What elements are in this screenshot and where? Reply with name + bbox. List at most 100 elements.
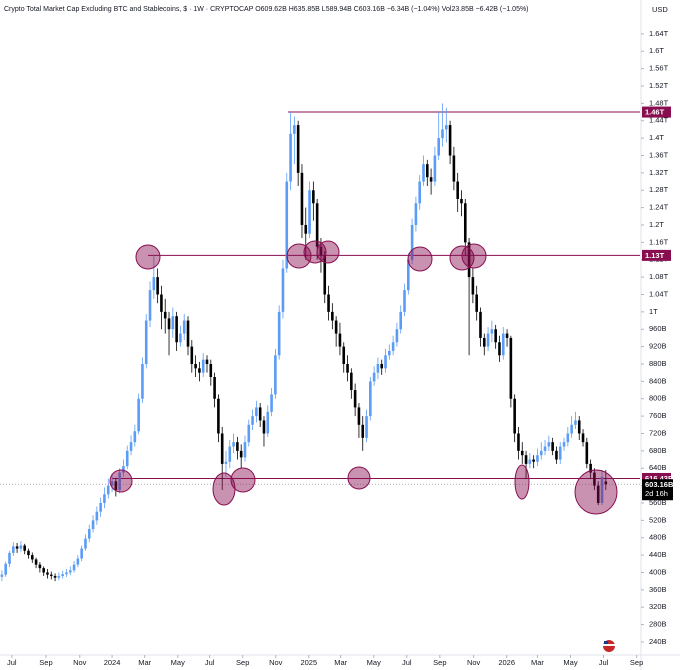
x-tick-label: 2025	[300, 658, 317, 667]
candle-body	[15, 546, 19, 549]
y-tick-label: 1.28T	[649, 185, 669, 194]
volume-change: −6.42B (−1.05%)	[476, 6, 529, 13]
candle-body	[585, 442, 589, 464]
candle-body	[494, 329, 497, 343]
candle-body	[201, 359, 205, 373]
x-tick-label: Jul	[205, 658, 215, 667]
ohlc-label: C603.16B	[354, 6, 385, 13]
y-tick-label: 1.16T	[649, 237, 669, 246]
candle-body	[433, 155, 437, 182]
candle-body	[555, 450, 558, 460]
candle-body	[574, 420, 577, 425]
candle-body	[323, 255, 327, 295]
candle-body	[274, 355, 277, 395]
candle-body	[543, 446, 547, 451]
price-level-tag-label: 616.43B	[645, 474, 674, 483]
y-tick-label: 1T	[649, 307, 658, 316]
candle-body	[467, 242, 471, 278]
candle-body	[604, 481, 608, 485]
candle-body	[95, 511, 99, 521]
candle-body	[4, 563, 7, 575]
candle-body	[509, 337, 513, 399]
candle-body	[11, 546, 15, 553]
candle-body	[460, 198, 463, 204]
candle-body	[148, 290, 152, 321]
x-tick-label: Mar	[531, 658, 544, 667]
highlight-circle	[407, 246, 433, 272]
y-tick-label: 1.36T	[649, 150, 669, 159]
candle-body	[520, 450, 524, 456]
y-tick-label: 1.24T	[649, 203, 669, 212]
candle-body	[76, 558, 80, 565]
candle-body	[277, 311, 281, 356]
x-tick-label: May	[367, 658, 381, 667]
candle-body	[479, 311, 482, 338]
candle-body	[437, 138, 440, 156]
candle-body	[407, 259, 410, 291]
candle-body	[418, 181, 422, 204]
candle-body	[141, 363, 144, 399]
flag-icon-stripe	[603, 644, 615, 646]
highlight-circle	[347, 466, 371, 490]
candle-body	[186, 320, 190, 347]
candle-body	[99, 502, 102, 512]
candle-body	[156, 277, 159, 295]
candle-body	[125, 450, 129, 467]
highlight-circle	[514, 464, 530, 500]
ohlc-label: L589.94B	[322, 6, 352, 13]
y-tick-label: 280B	[649, 620, 667, 629]
y-tick-label: 320B	[649, 602, 667, 611]
candle-body	[213, 377, 216, 399]
candle-body	[414, 203, 418, 225]
candle-body	[285, 181, 289, 269]
candle-body	[566, 433, 570, 443]
candle-body	[65, 572, 68, 575]
y-tick-label: 520B	[649, 515, 667, 524]
x-tick-label: Sep	[236, 658, 249, 667]
x-tick-label: May	[171, 658, 185, 667]
y-tick-label: 880B	[649, 359, 667, 368]
candle-body	[243, 442, 247, 458]
candle-body	[91, 520, 95, 530]
candle-body	[372, 372, 376, 382]
candle-body	[365, 416, 368, 438]
candle-body	[84, 538, 87, 549]
candle-body	[236, 442, 239, 451]
candle-body	[315, 203, 319, 247]
candle-body	[441, 129, 444, 139]
x-tick-label: Sep	[39, 658, 52, 667]
candle-body	[448, 125, 452, 156]
candle-body	[144, 320, 148, 364]
candle-body	[42, 568, 45, 573]
candle-body	[270, 394, 273, 412]
price-level-tag	[642, 106, 671, 118]
candle-body	[247, 424, 251, 443]
candle-body	[429, 177, 433, 182]
y-tick-label: 1.08T	[649, 272, 669, 281]
candle-body	[524, 455, 528, 464]
y-tick-label: 480B	[649, 533, 667, 542]
x-tick-label: Jul	[599, 658, 609, 667]
y-tick-label: 440B	[649, 550, 667, 559]
candle-body	[198, 368, 201, 373]
y-tick-label: 400B	[649, 567, 667, 576]
x-tick-label: Mar	[138, 658, 151, 667]
x-tick-label: 2026	[498, 658, 515, 667]
candle-body	[338, 333, 342, 347]
candle-body	[425, 164, 429, 178]
highlight-circle	[461, 243, 487, 269]
candle-body	[498, 342, 501, 356]
candle-body	[163, 311, 167, 319]
candle-body	[61, 574, 64, 576]
price-level-tag-label: 1.46T	[645, 108, 665, 117]
candle-body	[410, 224, 414, 260]
candle-body	[596, 485, 600, 503]
y-tick-label: 1.64T	[649, 29, 669, 38]
candle-body	[30, 555, 34, 560]
candle-body	[266, 411, 270, 434]
candle-body	[399, 311, 403, 330]
highlight-circle	[574, 469, 618, 515]
candle-body	[68, 570, 72, 573]
y-tick-label: 1.44T	[649, 116, 669, 125]
candle-body	[589, 463, 592, 473]
